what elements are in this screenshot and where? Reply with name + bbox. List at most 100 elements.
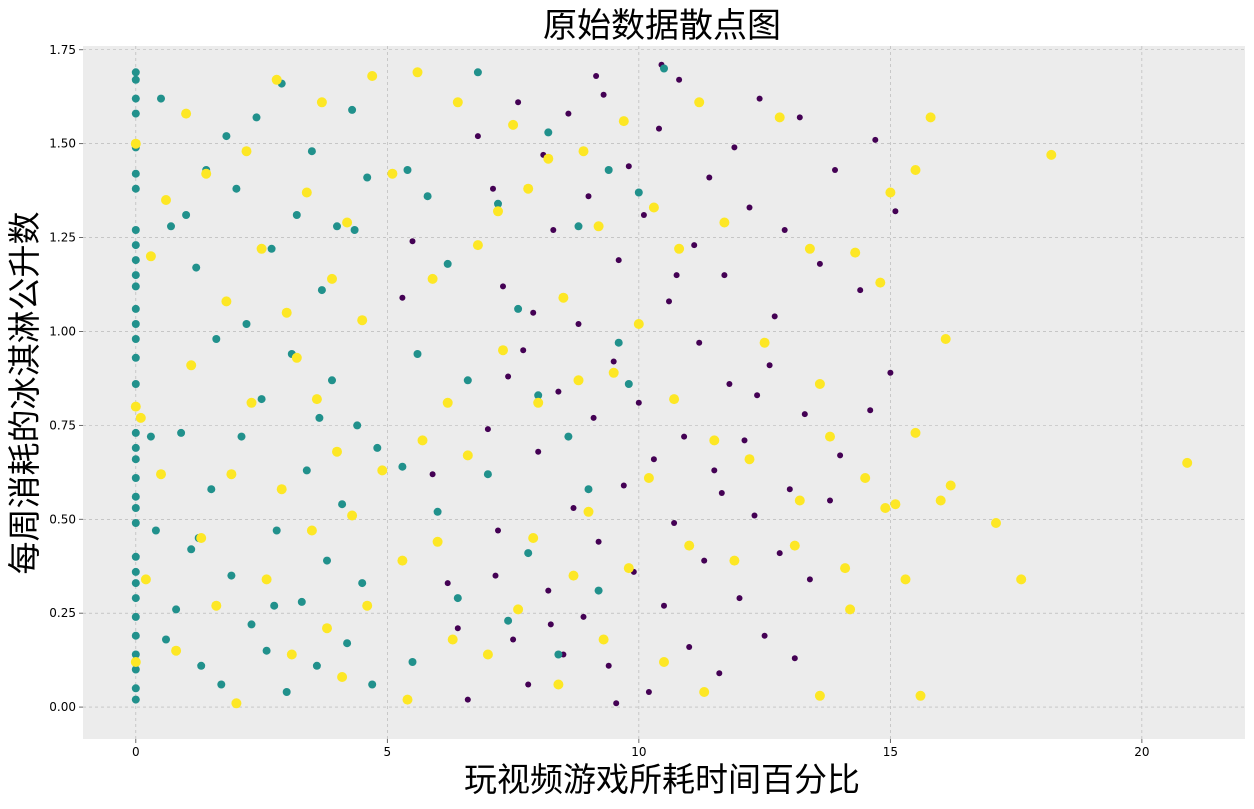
scatter-point-series-3 (161, 195, 171, 205)
scatter-point-series-3 (397, 555, 408, 566)
scatter-point-series-1 (801, 411, 808, 418)
scatter-point-series-1 (530, 309, 537, 316)
scatter-point-series-3 (452, 97, 463, 108)
scatter-point-series-2 (270, 601, 279, 610)
scatter-point-series-1 (711, 467, 718, 474)
scatter-point-series-2 (282, 688, 291, 696)
scatter-point-series-1 (555, 388, 562, 395)
scatter-point-series-3 (171, 645, 182, 656)
scatter-point-series-3 (130, 138, 141, 149)
scatter-point-series-2 (157, 94, 165, 103)
scatter-point-series-1 (756, 95, 763, 102)
scatter-point-series-3 (135, 412, 146, 423)
scatter-point-series-2 (131, 552, 140, 561)
scatter-point-series-2 (252, 113, 261, 122)
scatter-point-series-3 (276, 484, 287, 495)
grid (83, 46, 1245, 739)
scatter-point-series-3 (789, 540, 800, 551)
scatter-point-series-2 (398, 462, 407, 471)
scatter-point-series-3 (699, 687, 710, 697)
scatter-point-series-2 (212, 335, 221, 343)
scatter-point-series-3 (332, 446, 342, 457)
scatter-point-series-3 (709, 435, 720, 446)
scatter-point-series-3 (608, 367, 619, 378)
chart-title: 原始数据散点图 (543, 6, 781, 46)
scatter-point-series-2 (131, 665, 140, 674)
scatter-point-series-2 (433, 507, 442, 516)
scatter-point-series-1 (610, 358, 617, 365)
scatter-point-series-3 (291, 352, 302, 363)
scatter-point-series-1 (791, 655, 798, 662)
scatter-point-series-3 (387, 168, 398, 179)
scatter-point-series-2 (172, 605, 181, 614)
scatter-point-series-3 (498, 345, 508, 356)
scatter-point-series-3 (528, 533, 539, 543)
scatter-point-series-3 (598, 634, 609, 645)
y-tick-label: 1.25 (49, 231, 76, 245)
scatter-point-series-3 (377, 465, 388, 476)
scatter-point-series-3 (130, 657, 141, 667)
scatter-point-series-2 (292, 211, 301, 219)
scatter-point-series-1 (771, 313, 778, 320)
scatter-point-series-1 (867, 407, 874, 414)
scatter-point-series-2 (187, 545, 196, 554)
scatter-point-series-3 (774, 112, 785, 123)
scatter-point-series-3 (623, 563, 634, 574)
scatter-point-series-2 (403, 166, 412, 174)
scatter-point-series-2 (192, 263, 201, 272)
scatter-point-series-1 (444, 580, 451, 587)
scatter-point-series-1 (593, 73, 600, 79)
scatter-point-series-1 (575, 321, 582, 327)
scatter-point-series-3 (719, 217, 730, 228)
scatter-point-series-1 (600, 91, 607, 98)
scatter-point-series-3 (669, 394, 680, 405)
scatter-point-series-2 (131, 474, 140, 482)
scatter-point-series-1 (550, 227, 557, 233)
scatter-point-series-2 (323, 556, 331, 565)
scatter-point-series-3 (231, 698, 242, 709)
scatter-point-series-1 (492, 572, 499, 579)
scatter-point-series-2 (353, 421, 362, 430)
scatter-point-series-3 (804, 243, 815, 254)
scatter-point-series-3 (885, 187, 896, 198)
scatter-point-series-3 (256, 243, 267, 254)
scatter-point-series-3 (1016, 574, 1027, 585)
scatter-point-series-3 (674, 243, 685, 254)
scatter-point-series-3 (462, 450, 473, 461)
scatter-point-series-2 (131, 226, 140, 234)
scatter-point-series-2 (534, 391, 543, 400)
scatter-point-series-2 (197, 661, 206, 670)
scatter-point-series-1 (754, 392, 761, 399)
scatter-point-series-2 (177, 428, 186, 437)
scatter-point-series-1 (761, 632, 768, 639)
scatter-point-series-3 (417, 435, 428, 446)
scatter-point-series-3 (860, 473, 871, 483)
scatter-point-series-2 (237, 432, 246, 441)
scatter-point-series-1 (454, 625, 461, 632)
scatter-point-series-1 (625, 163, 632, 170)
scatter-point-series-2 (131, 94, 140, 103)
scatter-point-series-1 (500, 283, 506, 290)
scatter-point-series-2 (131, 631, 140, 640)
scatter-point-series-3 (286, 649, 297, 660)
scatter-point-series-3 (925, 112, 936, 123)
scatter-point-series-3 (140, 574, 151, 585)
scatter-point-series-2 (504, 616, 513, 625)
scatter-point-series-3 (583, 506, 594, 517)
scatter-point-series-3 (945, 480, 956, 491)
scatter-point-series-3 (845, 604, 856, 615)
scatter-point-series-3 (246, 397, 257, 408)
scatter-point-series-2 (333, 222, 341, 231)
scatter-point-series-1 (635, 399, 642, 406)
scatter-point-series-2 (131, 169, 140, 178)
scatter-point-series-1 (696, 339, 703, 346)
scatter-point-series-2 (222, 132, 231, 141)
x-axis-ticks: 0 5 10 15 20 (132, 739, 1150, 759)
scatter-point-series-1 (731, 144, 738, 151)
scatter-point-series-1 (520, 347, 527, 354)
scatter-point-series-3 (915, 690, 926, 701)
scatter-point-series-2 (131, 256, 140, 265)
scatter-point-series-3 (196, 533, 207, 543)
scatter-point-series-1 (857, 287, 864, 294)
scatter-point-series-2 (554, 650, 563, 659)
